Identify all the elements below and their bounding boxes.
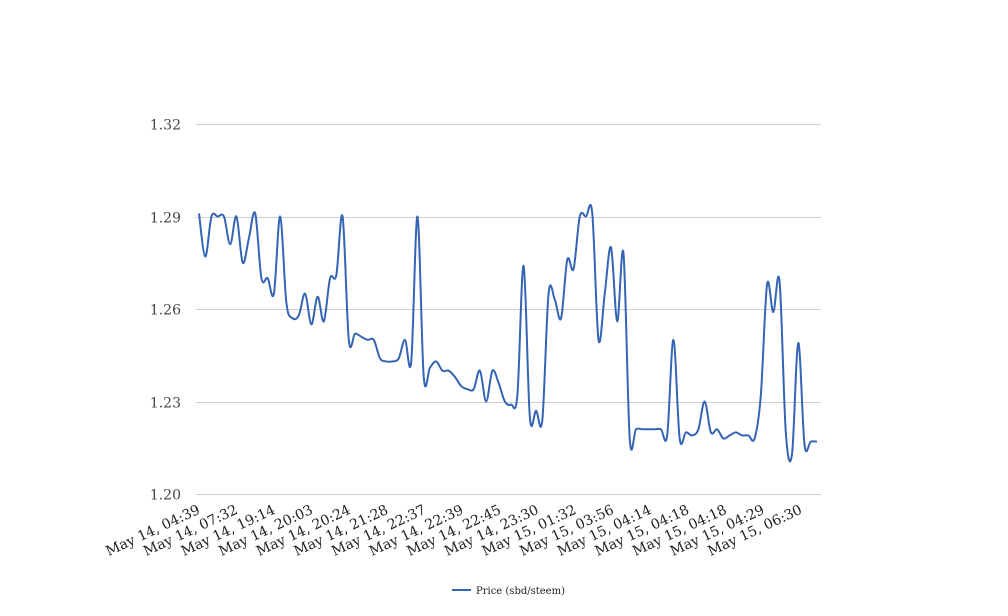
series-line-price bbox=[198, 204, 818, 463]
legend[interactable]: Price (sbd/steem) bbox=[452, 586, 565, 597]
y-tick-label: 1.29 bbox=[150, 211, 181, 227]
legend-label: Price (sbd/steem) bbox=[476, 586, 565, 597]
y-tick-label: 1.26 bbox=[150, 303, 181, 319]
grid-lines bbox=[196, 124, 821, 495]
y-tick-label: 1.32 bbox=[150, 118, 181, 134]
y-tick-label: 1.20 bbox=[150, 488, 181, 504]
series-layer bbox=[198, 204, 818, 463]
y-tick-label: 1.23 bbox=[150, 396, 181, 412]
y-axis-tick-labels: 1.20 1.23 1.26 1.29 1.32 bbox=[150, 118, 181, 504]
